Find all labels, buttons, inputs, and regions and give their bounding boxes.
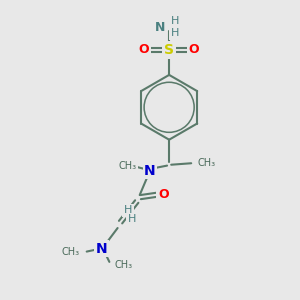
Text: H: H	[171, 16, 179, 26]
Text: CH₃: CH₃	[115, 260, 133, 270]
Text: CH₃: CH₃	[119, 161, 137, 171]
Text: S: S	[164, 43, 174, 57]
Text: N: N	[144, 164, 156, 178]
Text: N: N	[96, 242, 107, 256]
Text: H: H	[171, 28, 179, 38]
Text: N: N	[155, 21, 166, 34]
Text: H: H	[124, 206, 132, 215]
Text: CH₃: CH₃	[61, 247, 79, 256]
Text: O: O	[189, 44, 200, 56]
Text: H: H	[128, 214, 136, 224]
Text: O: O	[139, 44, 149, 56]
Text: CH₃: CH₃	[197, 158, 215, 168]
Text: O: O	[158, 188, 169, 201]
